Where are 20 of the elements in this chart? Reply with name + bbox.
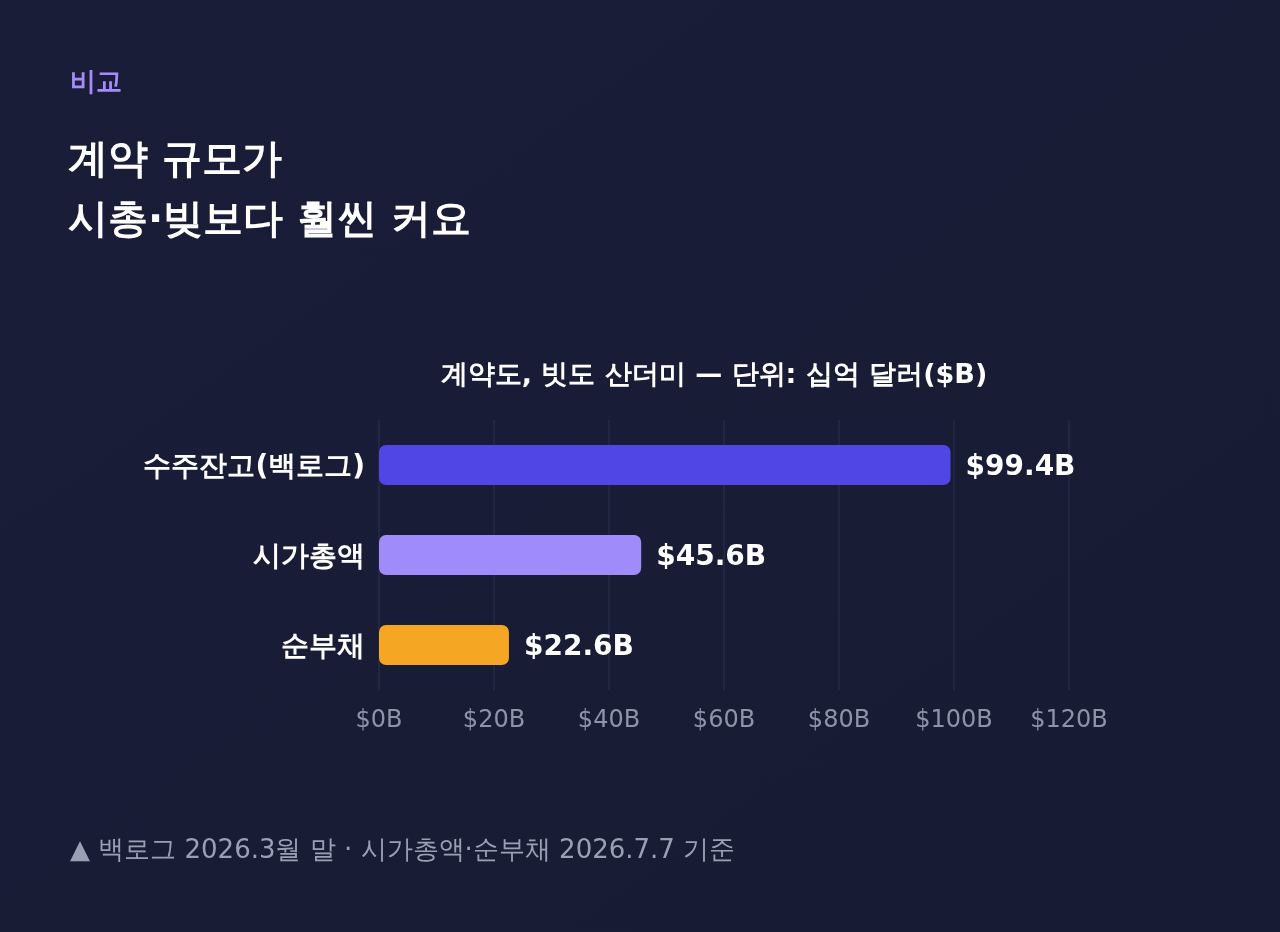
x-tick-label: $40B [577, 705, 641, 733]
chart-title: 계약 규모가 시총·빚보다 훨씬 커요 [68, 135, 472, 241]
bar [379, 625, 509, 665]
x-tick-label: $80B [807, 705, 871, 733]
x-tick-label: $20B [462, 705, 526, 733]
chart-subtitle: 계약도, 빗도 산더미 — 단위: 십억 달러($B) [440, 358, 988, 389]
data-label: $22.6B [523, 629, 634, 662]
bar [379, 445, 951, 485]
text: ▲ 백로그 2026.3월 말 · 시가총액·순부채 2026.7.7 기준 [70, 834, 736, 864]
x-tick-label: $100B [915, 705, 993, 733]
y-tick-label: 순부채 [281, 629, 365, 662]
y-tick-label: 시가총액 [253, 539, 365, 572]
x-tick-label: $120B [1030, 705, 1108, 733]
text: 비교 [70, 66, 122, 96]
data-label: $99.4B [965, 449, 1076, 482]
x-tick-label: $0B [355, 705, 403, 733]
data-label: $45.6B [656, 539, 767, 572]
bar [379, 535, 642, 575]
y-tick-label: 수주잔고(백로그) [143, 449, 365, 482]
x-tick-label: $60B [692, 705, 756, 733]
